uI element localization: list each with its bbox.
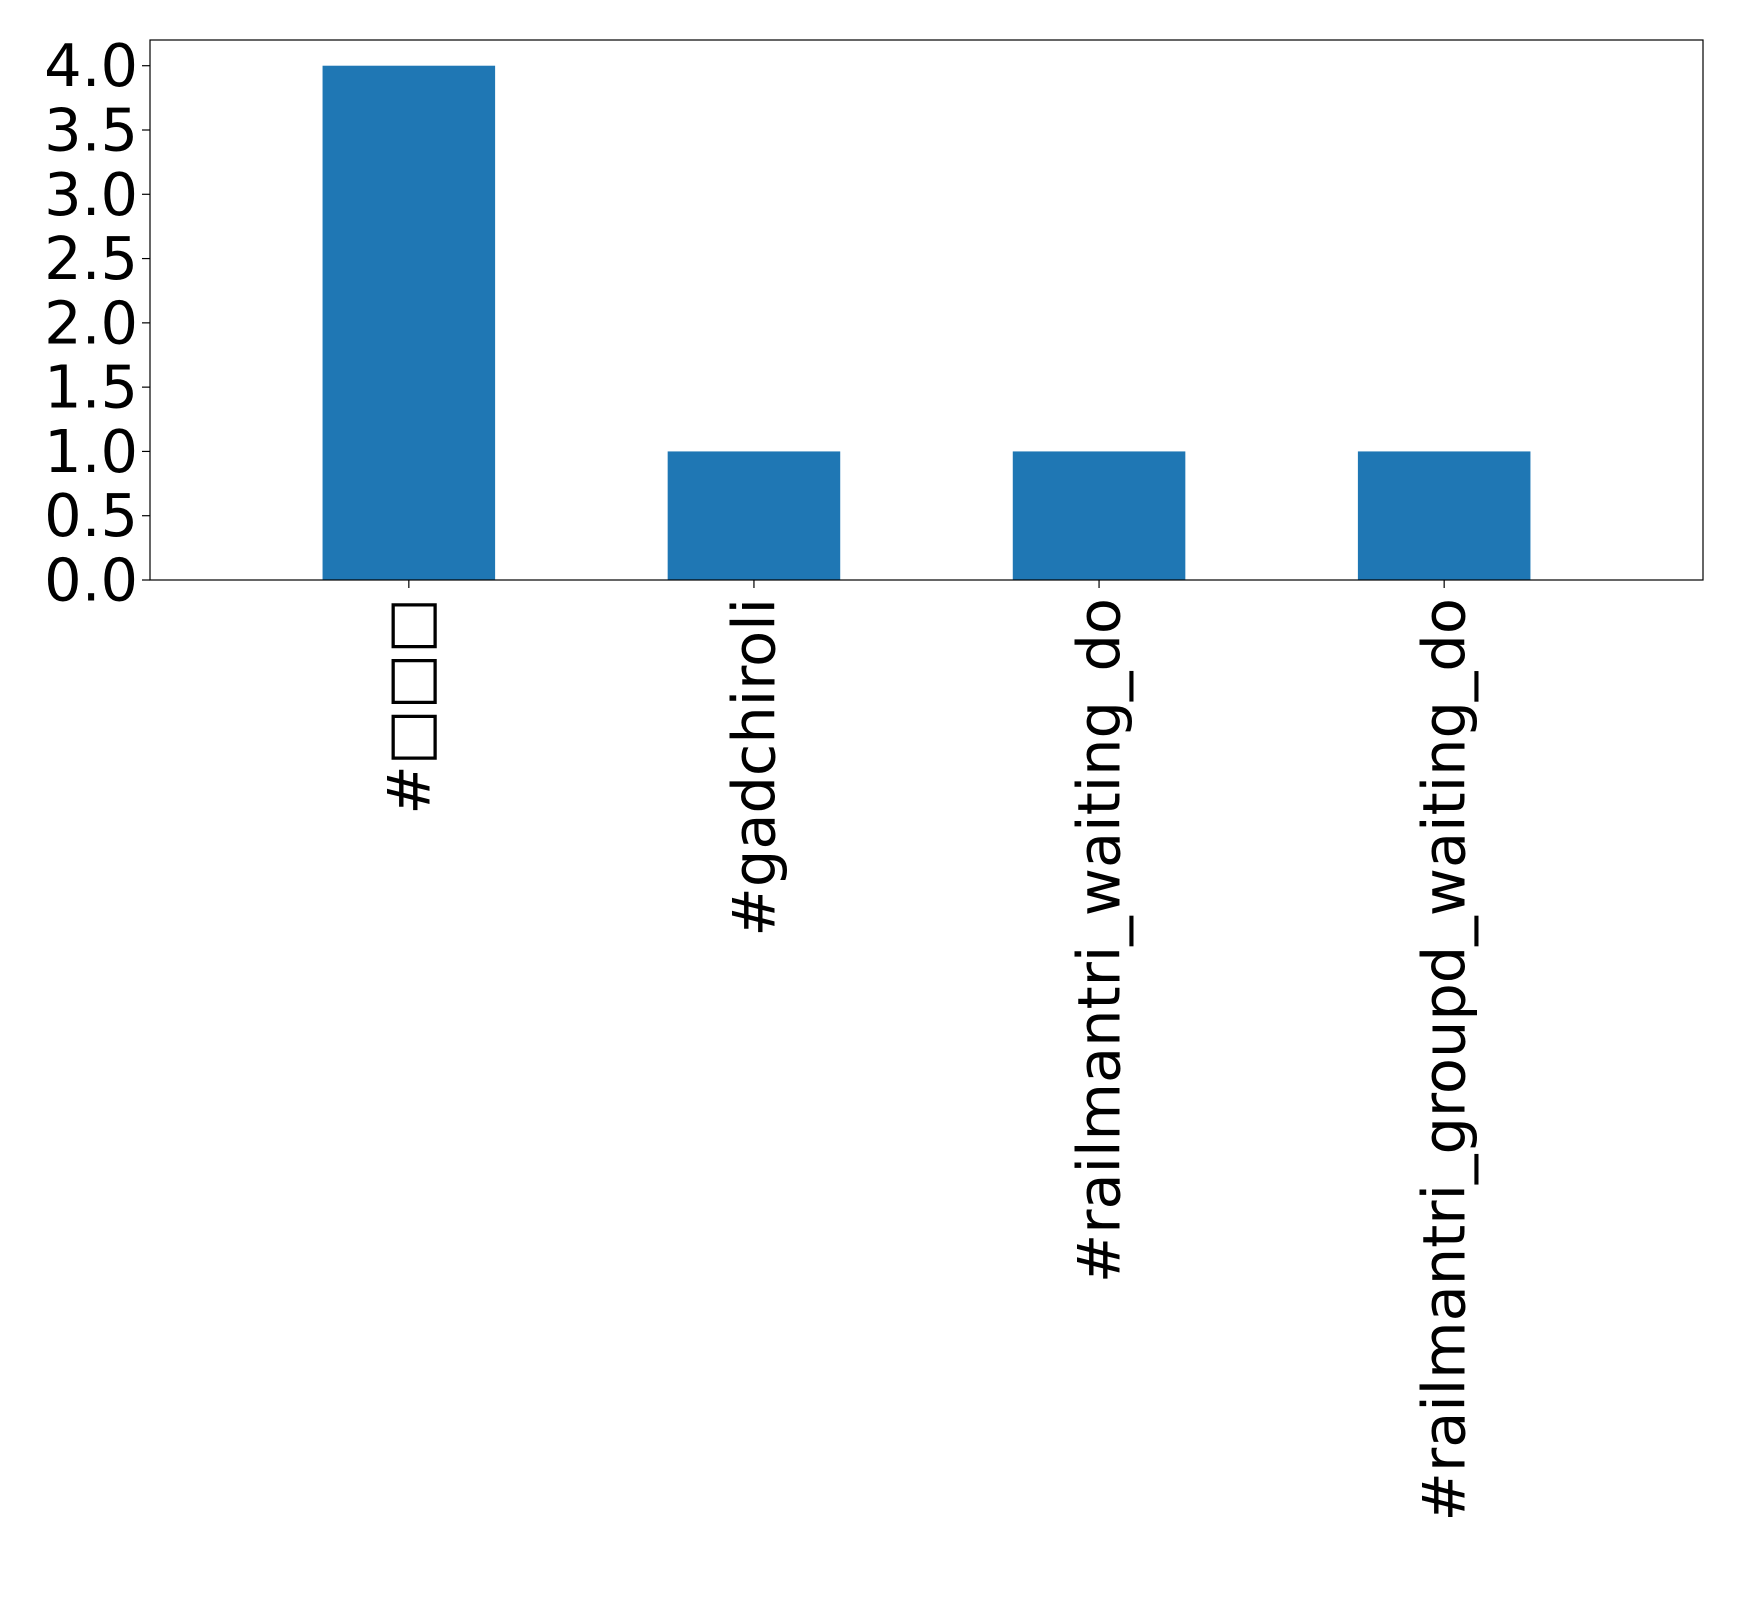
y-tick-label-5: 2.5: [44, 224, 138, 293]
y-tick-label-2: 1.0: [44, 417, 138, 486]
y-tick-label-4: 2.0: [44, 288, 138, 357]
x-tick-label-0: #□□□: [374, 598, 443, 815]
bar-1: [667, 451, 841, 580]
plot-area-frame: [149, 39, 1704, 581]
y-tick-label-0: 0.0: [44, 546, 138, 615]
y-tick-label-3: 1.5: [44, 353, 138, 422]
y-tick-label-1: 0.5: [44, 481, 138, 550]
y-axis: 0.00.51.01.52.02.53.03.54.0: [44, 31, 150, 615]
x-tick-label-1: #gadchiroli: [719, 598, 788, 937]
bar-0: [322, 65, 496, 580]
y-tick-label-6: 3.0: [44, 160, 138, 229]
y-tick-label-7: 3.5: [44, 96, 138, 165]
x-tick-label-2: #railmantri_waiting_do: [1065, 598, 1134, 1283]
bar-3: [1357, 451, 1531, 580]
x-axis: #□□□ #gadchiroli #railmantri_waiting_do #ra…: [374, 580, 1479, 1521]
y-tick-label-8: 4.0: [44, 31, 138, 100]
bars-layer: [322, 65, 1531, 580]
bar-2: [1012, 451, 1186, 580]
x-tick-label-3: #railmantri_groupd_waiting_do: [1410, 598, 1479, 1521]
